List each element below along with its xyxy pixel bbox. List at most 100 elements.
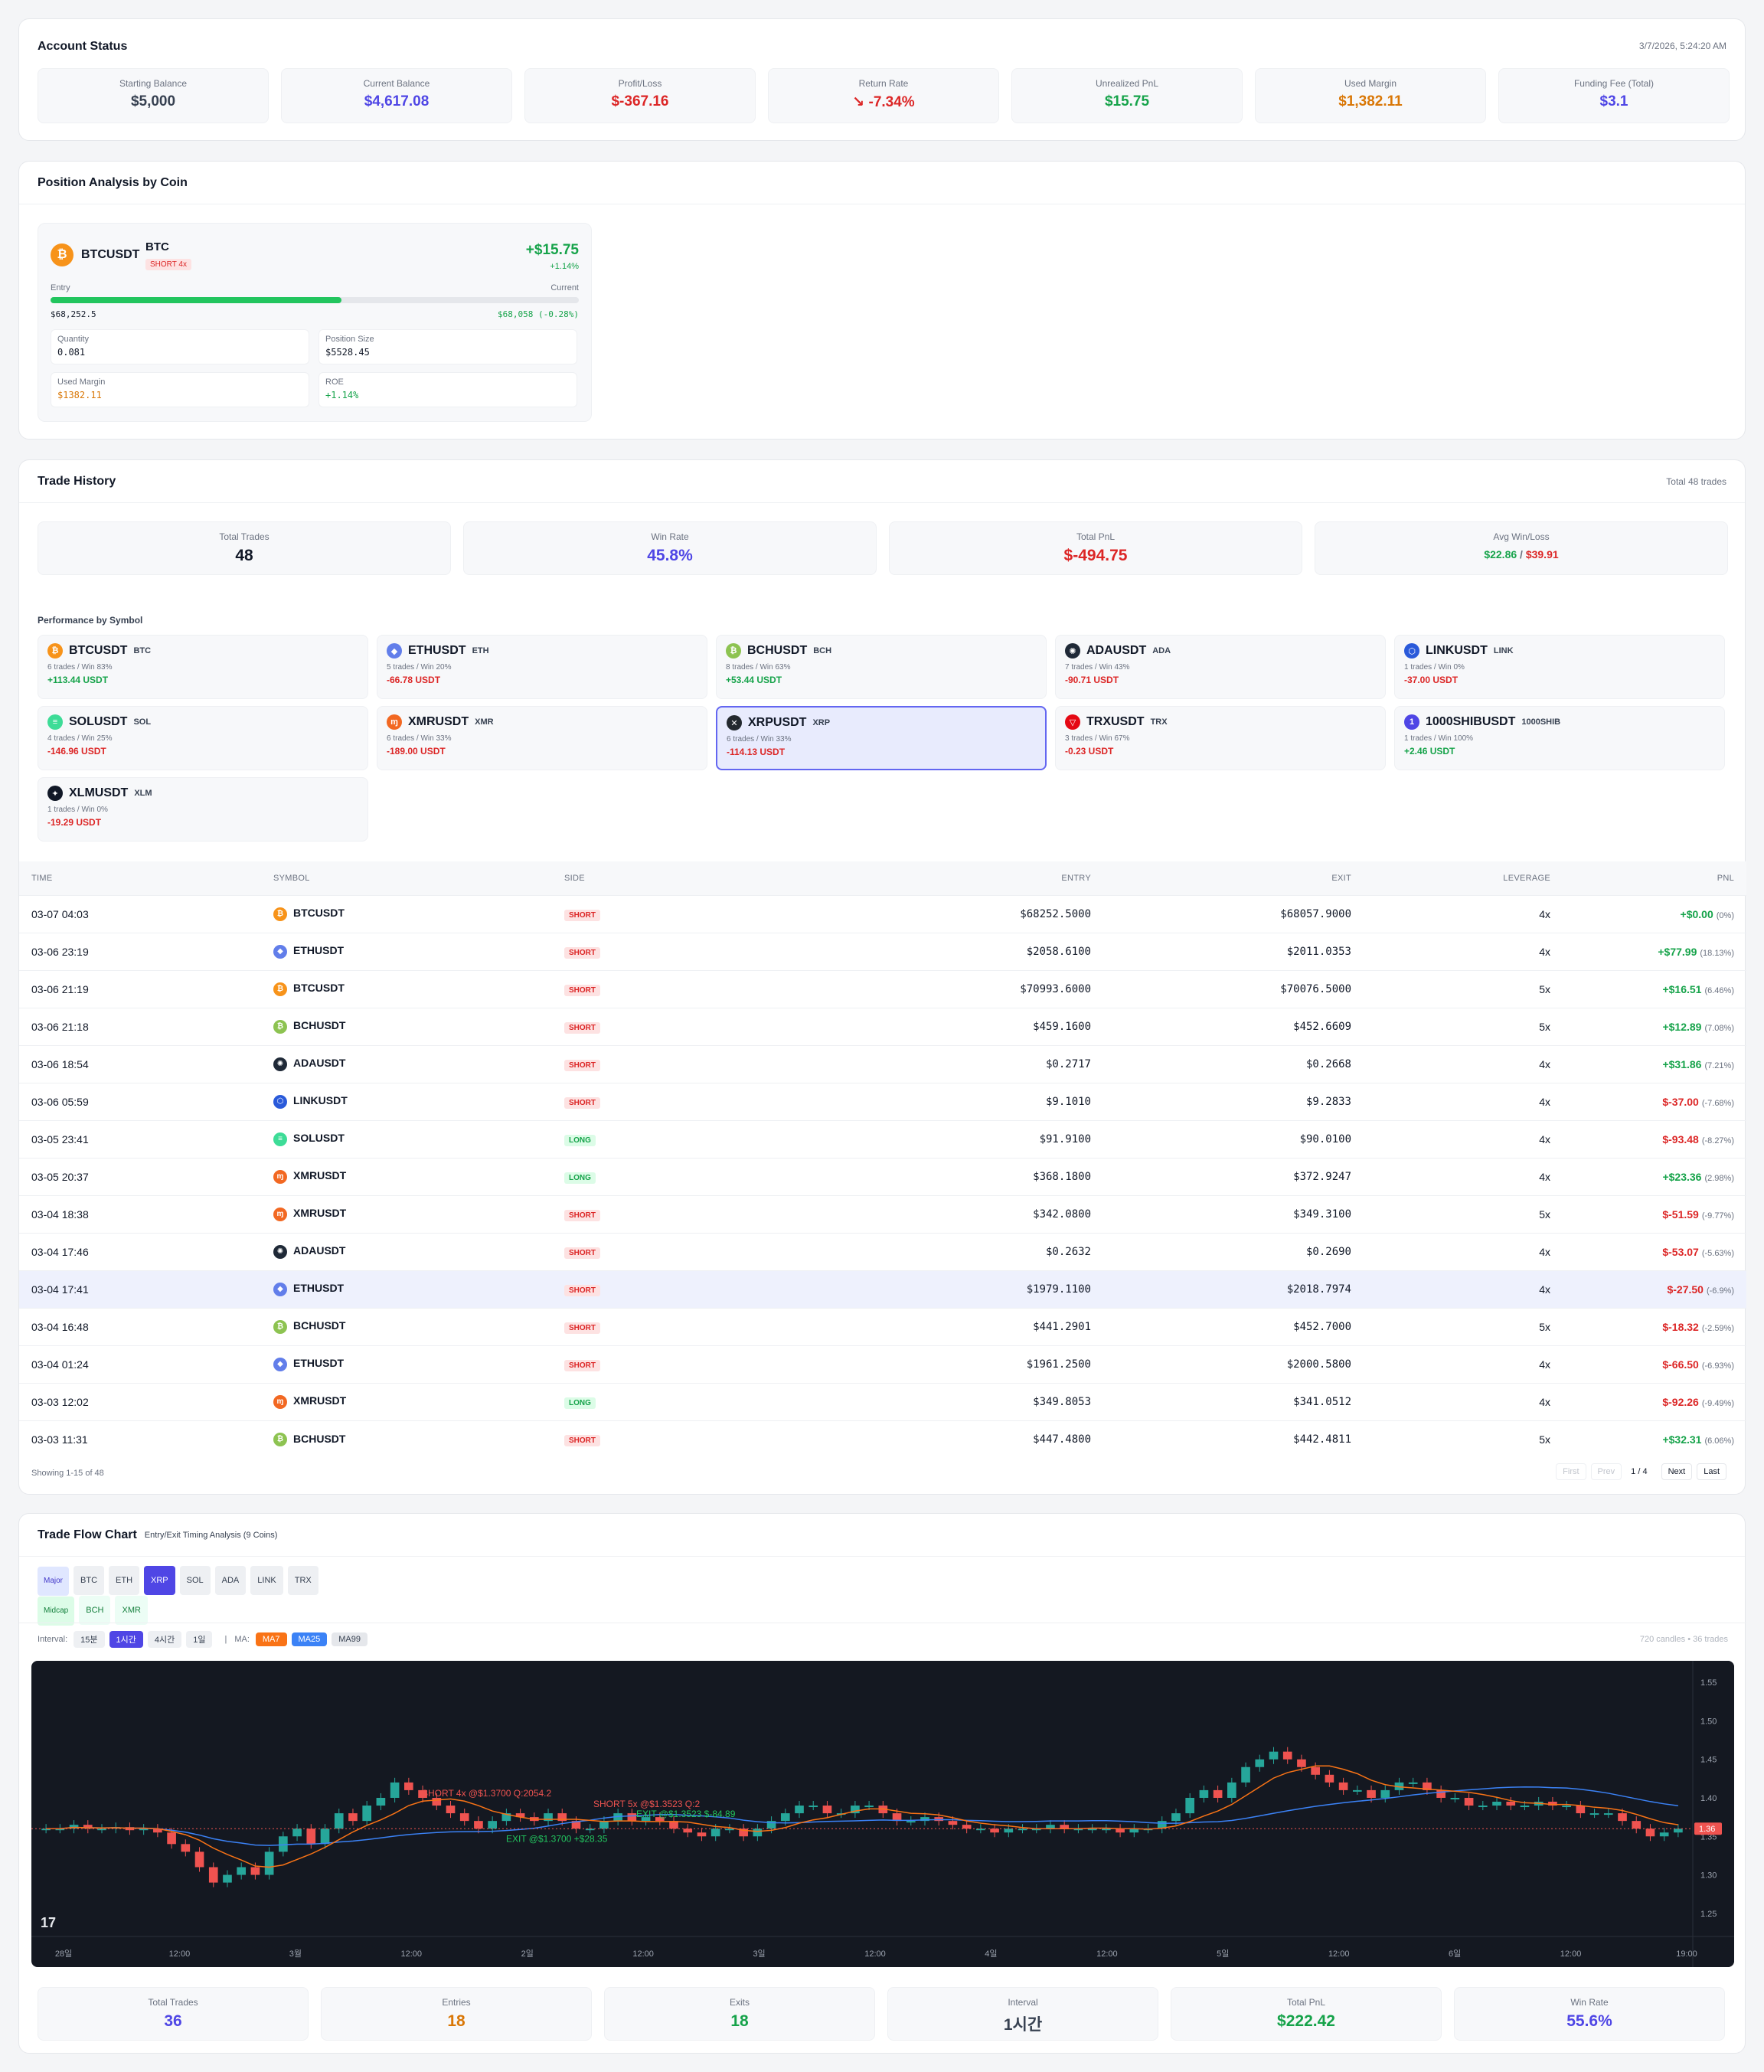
table-row[interactable]: 03-06 18:54 ✺ ADAUSDT SHORT $0.2717 $0.2668 4x… xyxy=(19,1044,1746,1083)
first-page-button[interactable]: First xyxy=(1556,1463,1586,1480)
summary-win-rate: Win Rate 45.8% xyxy=(463,521,877,575)
pnl-pct: (-7.68%) xyxy=(1701,1098,1734,1108)
ma-chip-ma7[interactable]: MA7 xyxy=(255,1632,287,1646)
table-row[interactable]: 03-03 11:31 ₿ BCHUSDT SHORT $447.4800 $442.48… xyxy=(19,1420,1746,1458)
candlestick-chart[interactable]: 1.55 1.50 1.45 1.40 1.35 1.30 1.25 28일 12:00 3월 12… xyxy=(31,1661,1734,1967)
flow-summary-label: Exits xyxy=(729,1997,750,2008)
perf-pnl: -189.00 USDT xyxy=(387,746,446,757)
stat-label: Unrealized PnL xyxy=(1095,78,1159,89)
perf-symbol-row: ɱ XMRUSDT XMR xyxy=(387,714,697,730)
table-row[interactable]: 03-06 05:59 ⬡ LINKUSDT SHORT $9.1010 $9.2833 4… xyxy=(19,1082,1746,1120)
perf-card-xmr[interactable]: ɱ XMRUSDT XMR 6 trades / Win 33% -189.00 USD… xyxy=(377,706,707,770)
candle-body xyxy=(1018,1829,1027,1831)
cell-leverage: 4x xyxy=(1364,894,1563,933)
coin-chip-xmr[interactable]: XMR xyxy=(115,1596,148,1625)
cell-symbol: ₿ BCHUSDT xyxy=(261,1007,552,1045)
table-row[interactable]: 03-03 12:02 ɱ XMRUSDT LONG $349.8053 $341.051… xyxy=(19,1382,1746,1420)
x-tick-label: 12:00 xyxy=(1096,1949,1118,1959)
coin-chip-sol[interactable]: SOL xyxy=(179,1566,211,1595)
candle-body xyxy=(279,1836,288,1852)
candle-body xyxy=(1282,1751,1292,1760)
coin-chip-trx[interactable]: TRX xyxy=(287,1566,318,1595)
performance-title: Performance by Symbol xyxy=(38,615,143,626)
ma-chip-ma99[interactable]: MA99 xyxy=(332,1632,368,1646)
perf-pnl: -66.78 USDT xyxy=(387,675,441,685)
pnl-value: $-27.50 xyxy=(1667,1283,1704,1296)
table-row[interactable]: 03-06 21:19 ₿ BTCUSDT SHORT $70993.6000 $7007… xyxy=(19,969,1746,1008)
table-row[interactable]: 03-04 01:24 ◆ ETHUSDT SHORT $1961.2500 $2000.… xyxy=(19,1345,1746,1383)
side-badge: SHORT xyxy=(564,1096,600,1109)
interval-chip-0[interactable]: 15분 xyxy=(74,1631,105,1648)
ma-chip-ma25[interactable]: MA25 xyxy=(291,1632,328,1646)
interval-chip-2[interactable]: 4시간 xyxy=(147,1631,182,1648)
cell-time: 03-04 16:48 xyxy=(19,1307,261,1345)
perf-card-ada[interactable]: ✺ ADAUSDT ADA 7 trades / Win 43% -90.71 USDT xyxy=(1055,635,1386,699)
perf-card-sol[interactable]: ≡ SOLUSDT SOL 4 trades / Win 25% -146.96 USD… xyxy=(38,706,368,770)
flow-summary-label: Total Trades xyxy=(148,1997,198,2008)
cell-side: SHORT xyxy=(552,1232,935,1270)
account-timestamp: 3/7/2026, 5:24:20 AM xyxy=(1638,41,1726,51)
x-tick-label: 12:00 xyxy=(1560,1949,1582,1959)
table-row[interactable]: 03-04 16:48 ₿ BCHUSDT SHORT $441.2901 $452.70… xyxy=(19,1307,1746,1345)
flow-summary-value: 18 xyxy=(730,2012,749,2030)
coin-chip-bch[interactable]: BCH xyxy=(79,1596,111,1625)
candle-body xyxy=(1213,1789,1223,1798)
cell-pnl: +$31.86 (7.21%) xyxy=(1563,1044,1746,1083)
cell-time: 03-06 21:18 xyxy=(19,1007,261,1045)
flow-summary: Total Trades 36 Entries 18 Exits 18 Interval 1시… xyxy=(38,1987,1725,2041)
perf-card-xlm[interactable]: ✦ XLMUSDT XLM 1 trades / Win 0% -19.29 USDT xyxy=(38,777,368,842)
candle-body xyxy=(864,1806,874,1808)
perf-card-btc[interactable]: ₿ BTCUSDT BTC 6 trades / Win 83% +113.44 USD… xyxy=(38,635,368,699)
interval-chip-3[interactable]: 1일 xyxy=(186,1631,213,1648)
perf-pnl: -90.71 USDT xyxy=(1065,675,1119,685)
side-badge: SHORT xyxy=(564,1359,600,1371)
candle-body xyxy=(1645,1829,1655,1837)
perf-stats: 4 trades / Win 25% xyxy=(47,734,113,743)
table-row[interactable]: 03-07 04:03 ₿ BTCUSDT SHORT $68252.5000 $6805… xyxy=(19,894,1746,933)
trade-history-title: Trade History xyxy=(38,474,116,488)
position-card-btc[interactable]: ₿ BTCUSDT BTC SHORT 4x +$15.75 +1.14% En… xyxy=(38,223,592,422)
perf-card-xrp[interactable]: ✕ XRPUSDT XRP 6 trades / Win 33% -114.13 USD… xyxy=(716,706,1047,770)
summary-total-pnl: Total PnL $-494.75 xyxy=(889,521,1302,575)
coin-chip-xrp[interactable]: XRP xyxy=(144,1566,175,1595)
cell-side: LONG xyxy=(552,1119,935,1158)
coin-chip-link[interactable]: LINK xyxy=(250,1566,283,1595)
coin-chip-btc[interactable]: BTC xyxy=(74,1566,105,1595)
y-tick-label: 1.35 xyxy=(1700,1832,1717,1842)
table-row[interactable]: 03-04 17:46 ✺ ADAUSDT SHORT $0.2632 $0.2690 4x… xyxy=(19,1232,1746,1270)
perf-card-bch[interactable]: ₿ BCHUSDT BCH 8 trades / Win 63% +53.44 USDT xyxy=(716,635,1047,699)
pnl-pct: (-9.77%) xyxy=(1701,1211,1734,1221)
perf-coin: XRP xyxy=(812,718,831,727)
cell-side: SHORT xyxy=(552,1307,935,1345)
stat-label: Current Balance xyxy=(363,78,430,89)
perf-card-eth[interactable]: ◆ ETHUSDT ETH 5 trades / Win 20% -66.78 USDT xyxy=(377,635,707,699)
side-badge: SHORT xyxy=(564,1247,600,1259)
perf-stats: 6 trades / Win 33% xyxy=(387,734,452,743)
candle-body xyxy=(641,1817,651,1822)
pagination: First Prev 1 / 4 Next Last xyxy=(1551,1463,1726,1480)
flow-summary-interval: Interval 1시간 xyxy=(887,1987,1158,2041)
perf-stats: 1 trades / Win 100% xyxy=(1404,734,1474,743)
cell-entry: $441.2901 xyxy=(935,1307,1103,1345)
cell-pnl: $-93.48 (-8.27%) xyxy=(1563,1119,1746,1158)
chart-svg[interactable]: 1.55 1.50 1.45 1.40 1.35 1.30 1.25 28일 12:00 3월 12… xyxy=(31,1661,1734,1967)
position-header: Position Analysis by Coin xyxy=(19,162,1745,204)
interval-chip-1[interactable]: 1시간 xyxy=(109,1631,143,1648)
table-row[interactable]: 03-05 23:41 ≡ SOLUSDT LONG $91.9100 $90.0100 4… xyxy=(19,1119,1746,1158)
coin-chip-ada[interactable]: ADA xyxy=(214,1566,247,1595)
next-page-button[interactable]: Next xyxy=(1661,1463,1693,1480)
cell-side: SHORT xyxy=(552,932,935,970)
table-row[interactable]: 03-05 20:37 ɱ XMRUSDT LONG $368.1800 $372.924… xyxy=(19,1157,1746,1195)
last-page-button[interactable]: Last xyxy=(1697,1463,1726,1480)
perf-card-1000shib[interactable]: 1 1000SHIBUSDT 1000SHIB 1 trades / Win 100%… xyxy=(1394,706,1725,770)
table-row[interactable]: 03-04 18:38 ɱ XMRUSDT SHORT $342.0800 $349.31… xyxy=(19,1195,1746,1233)
cell-side: SHORT xyxy=(552,1345,935,1383)
cell-exit: $68057.9000 xyxy=(1103,894,1364,933)
table-row[interactable]: 03-06 23:19 ◆ ETHUSDT SHORT $2058.6100 $2011.… xyxy=(19,932,1746,970)
table-row[interactable]: 03-06 21:18 ₿ BCHUSDT SHORT $459.1600 $452.66… xyxy=(19,1007,1746,1045)
perf-card-link[interactable]: ⬡ LINKUSDT LINK 1 trades / Win 0% -37.00 USD… xyxy=(1394,635,1725,699)
table-row[interactable]: 03-04 17:41 ◆ ETHUSDT SHORT $1979.1100 $2018.… xyxy=(19,1270,1746,1308)
coin-chip-eth[interactable]: ETH xyxy=(109,1566,140,1595)
perf-card-trx[interactable]: ▽ TRXUSDT TRX 3 trades / Win 67% -0.23 USDT xyxy=(1055,706,1386,770)
prev-page-button[interactable]: Prev xyxy=(1590,1463,1622,1480)
